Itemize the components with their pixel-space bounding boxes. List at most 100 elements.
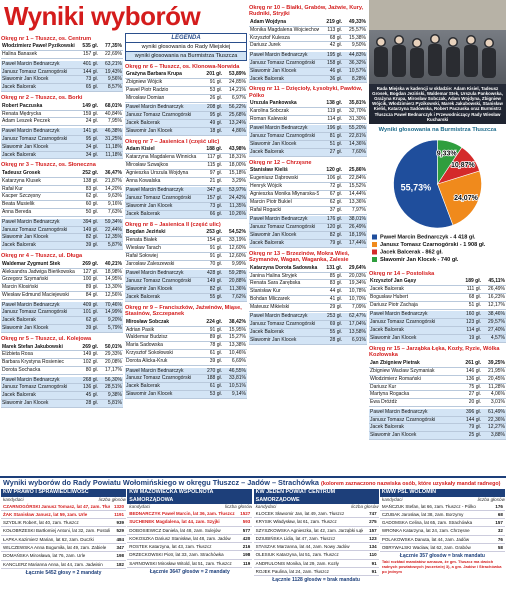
candidate-name: SZYDLIK Robert, lat 40, zam. Tłuszcz	[3, 520, 79, 526]
vote-count: 27 gł.	[329, 149, 342, 156]
vote-count: 119 gł.	[327, 108, 342, 115]
page-title: Wyniki wyborów	[4, 1, 201, 31]
candidate-name: Janusz Tomasz Czarnogórski	[370, 416, 436, 423]
result-row: Sławomir Jan Klocek 18 gł. 4,86%	[125, 128, 247, 137]
candidate-name: Wiesław Edmund Maciejewski	[2, 292, 69, 299]
candidate-name: Stanisław Kieliś	[250, 167, 288, 174]
column-label: kandydaci	[381, 496, 403, 502]
result-row: Sławomir Jan Klocek 82 gł. 18,19%	[249, 232, 367, 240]
vote-percent: 5,81%	[107, 400, 122, 407]
vote-percent: 25,68%	[229, 112, 246, 119]
result-row: Elżbieta Rosa 149 gł. 29,33%	[1, 351, 123, 360]
vote-count: 60 gł.	[85, 201, 98, 208]
candidate-name: Paweł Marcin Bednarczyk	[370, 408, 428, 415]
vote-count: 593	[242, 519, 251, 525]
result-row: Sławomir Jan Klocek 73 gł. 9,56%	[1, 76, 123, 85]
candidate-name: Bogdan Jeziński	[126, 229, 166, 236]
vote-percent: 11,28%	[488, 383, 505, 390]
vote-count: 127 gł.	[82, 268, 98, 275]
vote-count: 24 gł.	[85, 118, 98, 125]
result-row: Tadeusz Grosek 252 gł. 36,47%	[1, 169, 123, 178]
vote-percent: 46,38%	[105, 127, 122, 134]
vote-percent: 56,30%	[105, 376, 122, 383]
vote-count: 176	[495, 503, 503, 509]
district-title: Okręg nr 14 – Postoliska	[369, 271, 435, 277]
vote-count: 25 gł.	[468, 432, 481, 439]
candidate-name: Jacek Balcerak	[2, 151, 36, 158]
result-row: Jacek Balcerak 79 gł. 17,44%	[249, 239, 367, 248]
column-label: liczba głosów	[224, 504, 253, 509]
candidate-name: Włodzimierz Paweł Pyzikowski	[2, 43, 75, 50]
result-row: Jan Zbigniew Pietrak 261 gł. 39,25%	[369, 359, 506, 368]
vote-count: 160 gł.	[465, 311, 481, 318]
vote-percent: 53,89%	[229, 71, 246, 78]
vote-percent: 36,47%	[105, 169, 122, 176]
result-row: Kacper Szczęsny 62 gł. 9,63%	[1, 193, 123, 202]
council-results: Urszula Pankowska 138 gł. 35,81% Karolina S…	[249, 100, 367, 124]
result-row: Beata Musielik 60 gł. 9,16%	[1, 201, 123, 210]
candidate-row: KOŁOBRZESKI Bartłomiej Antoni, lat 32, z…	[1, 527, 126, 536]
result-row: Wiesław Tarach 91 gł. 12,60%	[125, 245, 247, 254]
photo-caption: Rada Miejska w kadencji w składzie: Adam…	[369, 83, 506, 124]
district-title: Okręg nr 7 – Jasienica I (część ulic)	[125, 139, 220, 146]
candidate-name: Paweł Marcin Bednarczyk	[2, 376, 60, 383]
candidate-name: Sławomir Jan Klocek	[370, 432, 417, 439]
candidate-name: Krzysztof Kulesza	[250, 34, 290, 41]
vote-count: 409 gł.	[82, 301, 98, 308]
vote-count: 91 gł.	[209, 326, 222, 333]
vote-percent: 17,44%	[349, 239, 366, 246]
council-results: Mirosław Sobczak 224 gł. 38,42% Adrian Pasi…	[125, 318, 247, 367]
candidate-name: Paweł Marcin Bednarczyk	[250, 313, 308, 320]
result-row: Mateusz Mikielski 29 gł. 7,09%	[249, 304, 367, 312]
candidate-name: ŁAPKA Kazimierz Marian, lat 62, zam. Duc…	[3, 536, 94, 542]
result-row: Ewa Dróżdż 20 gł. 3,01%	[369, 399, 506, 408]
vote-percent: 7,97%	[351, 206, 366, 213]
vote-count: 253 gł.	[206, 229, 222, 236]
vote-count: 73 gł.	[209, 203, 222, 210]
vote-percent: 3,29%	[231, 178, 246, 184]
result-row: Stanisław Kur 44 gł. 10,78%	[249, 288, 367, 297]
vote-count: 268 gł.	[82, 376, 98, 383]
vote-count: 53 gł.	[209, 87, 222, 94]
result-row: Renata Sara Zarębska 83 gł. 19,34%	[249, 280, 367, 289]
result-row: Marcin Piotr Bukiel 62 gł. 13,36%	[249, 198, 367, 207]
vote-count: 149 gł.	[82, 351, 98, 358]
vote-count: 20 gł.	[468, 399, 481, 406]
candidate-name: Janina Halina Stryjek	[250, 272, 297, 279]
result-row: Włodzimierz Romański 136 gł. 20,45%	[369, 375, 506, 384]
vote-percent: 40,21%	[105, 260, 122, 267]
result-row: Paweł Marcin Bednarczyk 160 gł. 38,46%	[369, 311, 506, 320]
vote-count: 82 gł.	[209, 286, 222, 293]
vote-count: 747	[369, 511, 377, 516]
vote-count: 131 gł.	[326, 264, 342, 271]
column-label: kandydaci	[3, 496, 24, 502]
result-row: Jacek Balcerak 55 gł. 7,62%	[125, 293, 247, 302]
result-row: Janusz Tomasz Czarnogórski 81 gł. 22,81%	[249, 133, 367, 142]
vote-percent: 38,46%	[488, 311, 505, 318]
vote-count: 55 gł.	[209, 293, 222, 300]
candidate-name: Urszula Pankowska	[250, 100, 297, 107]
result-row: Krzysztof Kulesza 68 gł. 15,38%	[249, 34, 367, 43]
vote-percent: 35,81%	[349, 100, 366, 107]
result-row: Agnieszka Monika Młynarska-Solis 67 gł. 14…	[249, 191, 367, 199]
vote-count: 18 gł.	[209, 128, 222, 135]
candidate-name: Wiesław Tarach	[126, 245, 161, 252]
district-title: Okręg nr 2 – Tłuszcz, os. Borki	[1, 95, 83, 102]
candidate-name: Paweł Marcin Bednarczyk	[126, 104, 184, 111]
vote-count: 72 gł.	[329, 183, 342, 190]
candidate-name: Zbigniew Wacław Szymaniak	[370, 367, 435, 374]
vote-percent: 7,09%	[351, 304, 366, 311]
vote-percent: 4,06%	[490, 391, 505, 398]
district: Okręg nr 15 – Jarząbka Łęka, Kozły, Ryzi…	[369, 346, 506, 441]
district: Okręg nr 6 – Tłuszcz, os. Klonowa-Norwid…	[125, 64, 247, 137]
candidate-name: Janusz Tomasz Czarnogórski	[250, 224, 316, 231]
vote-percent: 53,97%	[229, 187, 246, 194]
district-title: Okręg nr 5 – Tłuszcz, ul. Kolejowa	[1, 336, 92, 343]
candidate-name: Bogusław Hubert	[370, 294, 409, 301]
council-results: Waldemar Zygmunt Stek 269 gł. 40,21% Aleksa…	[1, 260, 123, 301]
vote-percent: 61,49%	[488, 408, 505, 415]
vote-count: 84 gł.	[85, 292, 98, 299]
vote-count: 577	[242, 527, 251, 533]
result-row: Paweł Marcin Bednarczyk 401 gł. 63,21%	[1, 60, 123, 69]
candidate-name: Adam Leszek Peczek	[2, 118, 51, 125]
